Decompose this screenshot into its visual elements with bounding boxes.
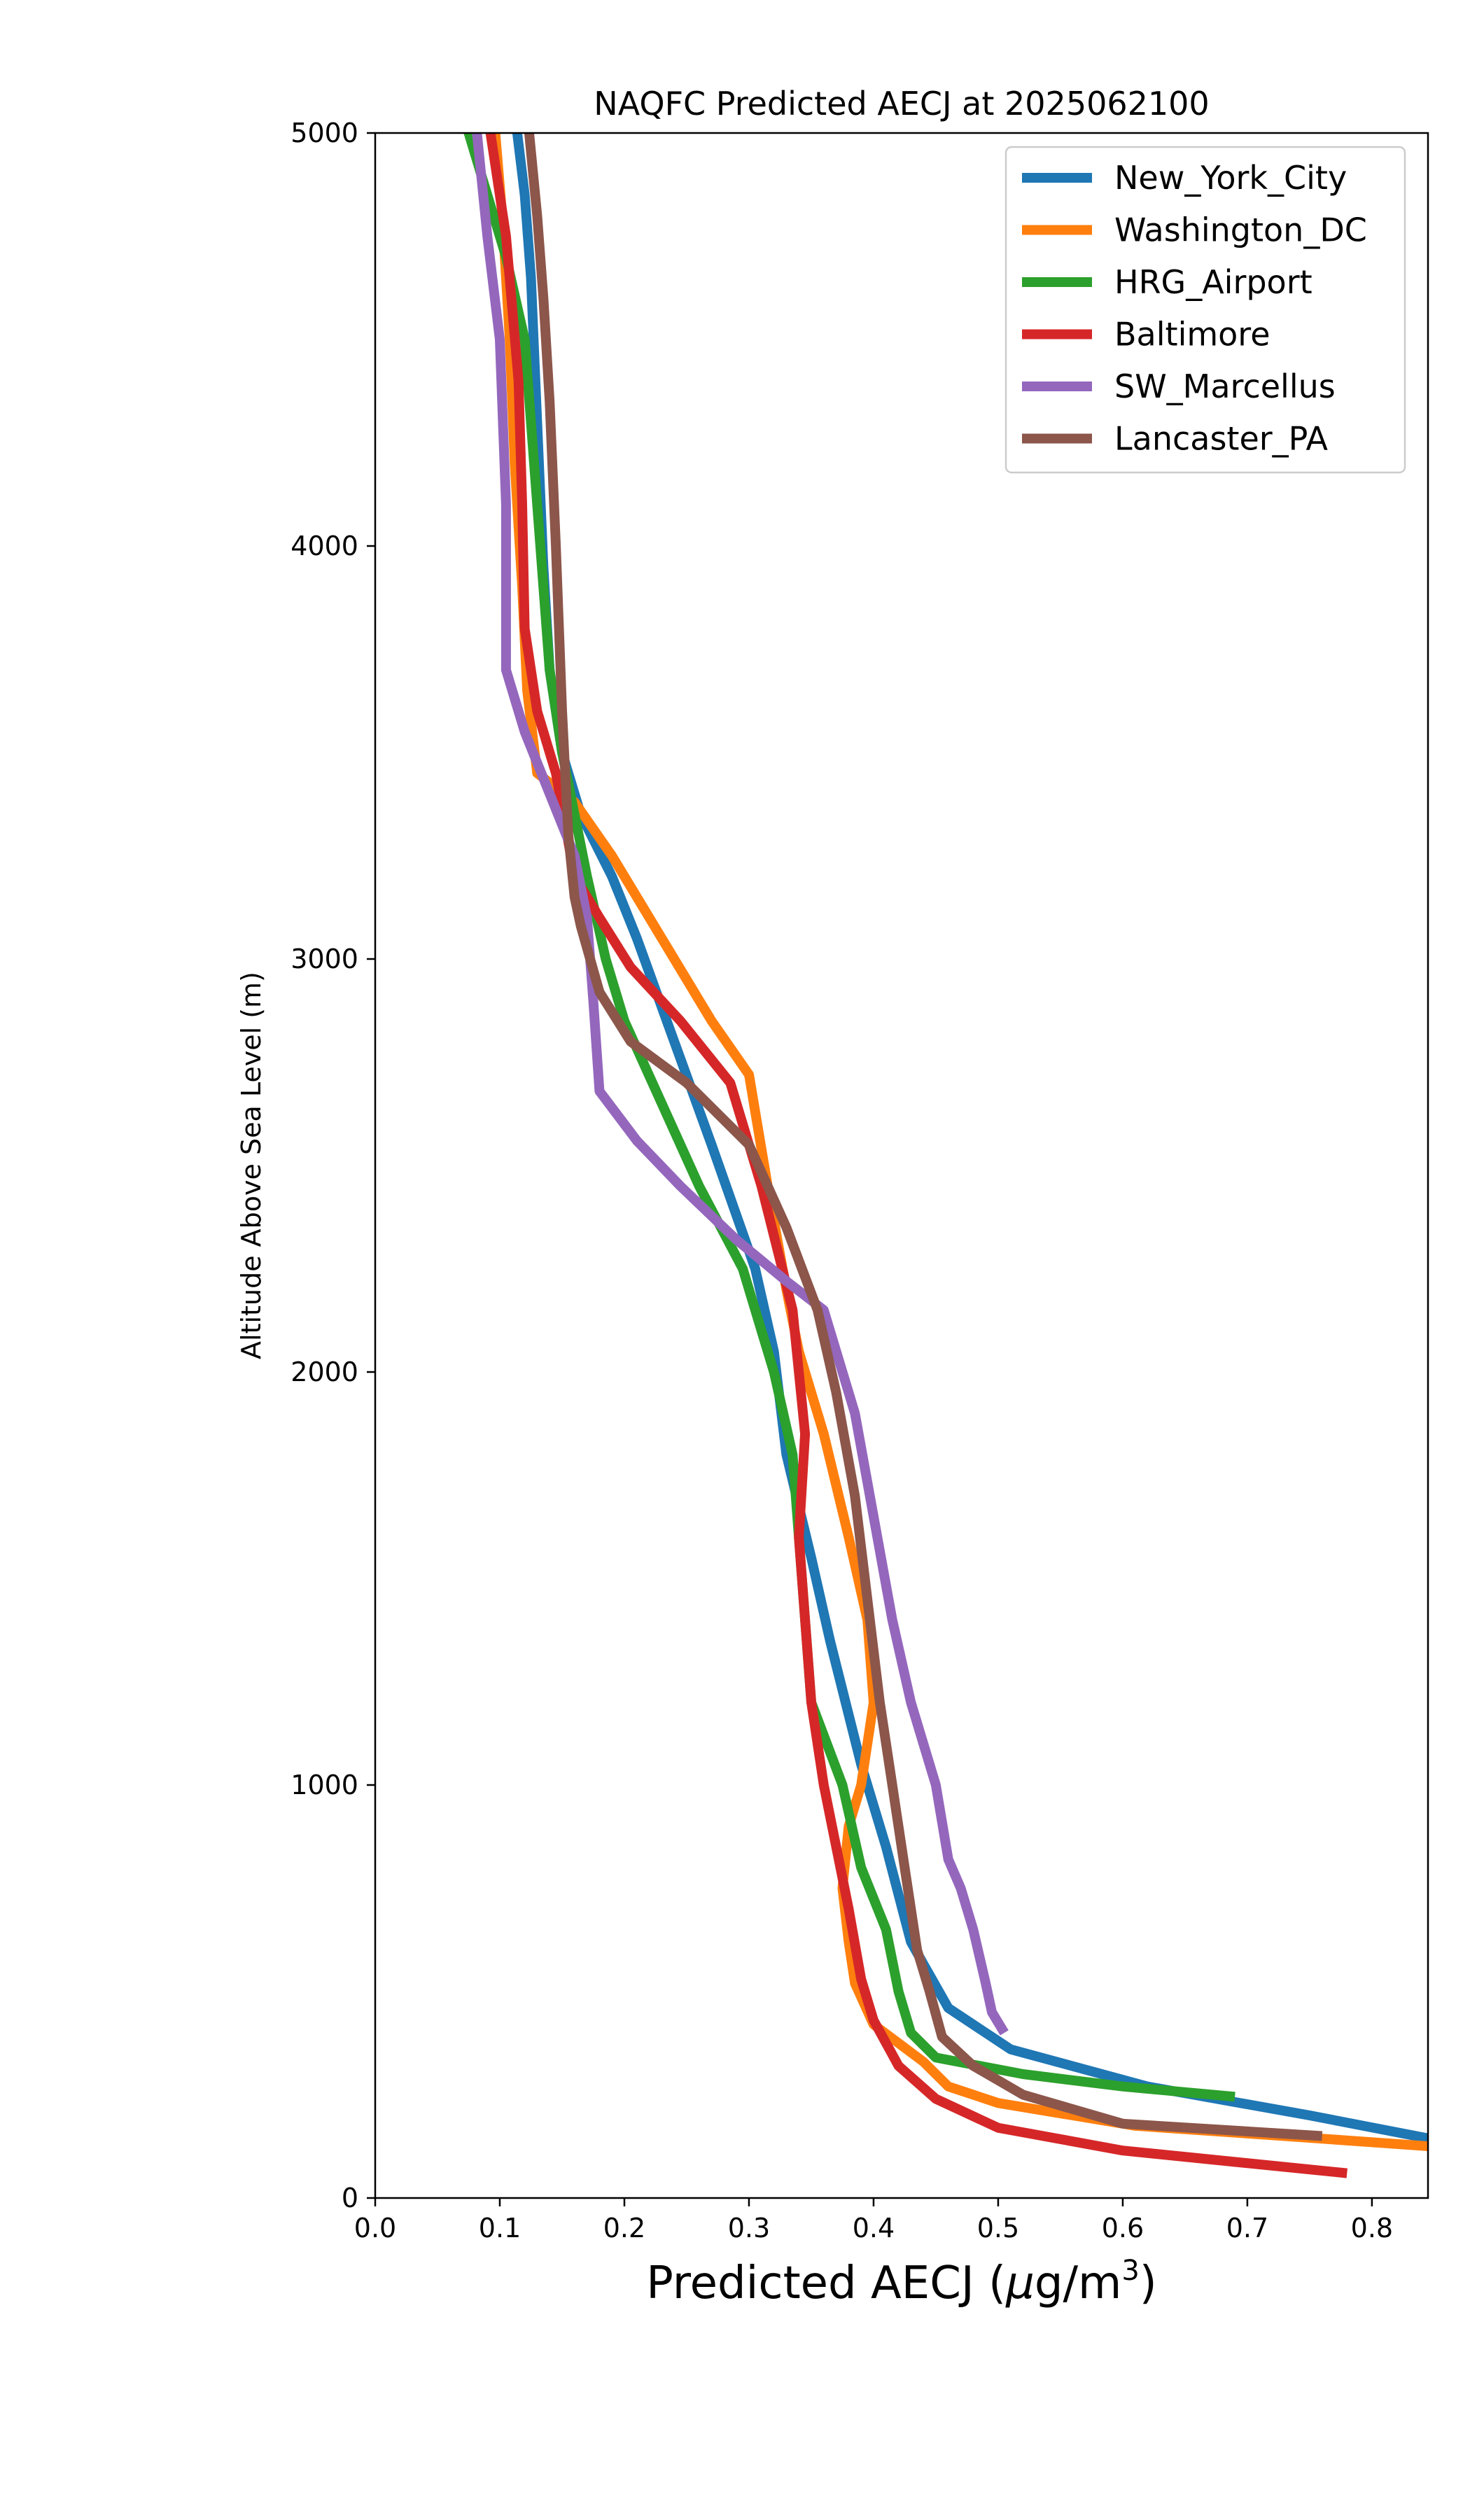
y-tick-label: 0: [342, 2183, 358, 2213]
x-tick-label: 0.6: [1102, 2213, 1144, 2244]
legend-frame: [1004, 146, 1406, 474]
x-tick-label: 0.2: [603, 2213, 645, 2244]
series-line-lancaster-pa: [524, 133, 1323, 2141]
x-tick-label: 0.8: [1351, 2213, 1393, 2244]
y-tick-label: 3000: [290, 944, 358, 974]
x-axis-label-text: Predicted AECJ (: [646, 2258, 1006, 2309]
legend-label-baltimore: Baltimore: [1114, 316, 1270, 354]
x-tick-label: 0.0: [354, 2213, 396, 2244]
y-tick-label: 2000: [290, 1357, 358, 1387]
legend-label-lancaster-pa: Lancaster_PA: [1114, 420, 1328, 458]
x-axis-ticks: 0.0 0.1 0.2 0.3 0.4 0.5 0.6 0.7 0.8: [354, 2198, 1393, 2244]
x-tick-label: 0.3: [728, 2213, 770, 2244]
x-axis-label-exponent: 3: [1121, 2255, 1139, 2287]
series-line-washington-dc: [490, 133, 1428, 2152]
legend-label-hrg-airport: HRG_Airport: [1114, 263, 1312, 301]
legend: New_York_City Washington_DC HRG_Airport Bal…: [1004, 146, 1406, 474]
legend-label-new-york-city: New_York_City: [1114, 159, 1347, 197]
x-axis-label-close: ): [1140, 2258, 1157, 2309]
legend-label-sw-marcellus: SW_Marcellus: [1114, 368, 1336, 405]
x-tick-label: 0.5: [977, 2213, 1019, 2244]
y-axis-ticks: 0 1000 2000 3000 4000 5000: [290, 118, 375, 2213]
series-lines: [463, 133, 1428, 2178]
y-tick-label: 1000: [290, 1770, 358, 1800]
x-axis-label-mu: μ: [1005, 2258, 1035, 2309]
plot-frame: [374, 132, 1429, 2199]
series-line-baltimore: [485, 133, 1348, 2178]
x-tick-label: 0.1: [479, 2213, 521, 2244]
legend-label-washington-dc: Washington_DC: [1114, 211, 1367, 249]
y-tick-label: 4000: [290, 531, 358, 561]
x-tick-label: 0.7: [1226, 2213, 1268, 2244]
x-axis-label: Predicted AECJ (μg/m3): [646, 2255, 1157, 2309]
series-line-sw-marcellus: [472, 133, 1009, 2036]
x-tick-label: 0.4: [853, 2213, 895, 2244]
chart-title: NAQFC Predicted AECJ at 2025062100: [594, 85, 1209, 122]
x-axis-label-unit: g/m: [1035, 2258, 1122, 2309]
y-tick-label: 5000: [290, 118, 358, 148]
y-axis-label: Altitude Above Sea Level (m): [236, 972, 267, 1359]
